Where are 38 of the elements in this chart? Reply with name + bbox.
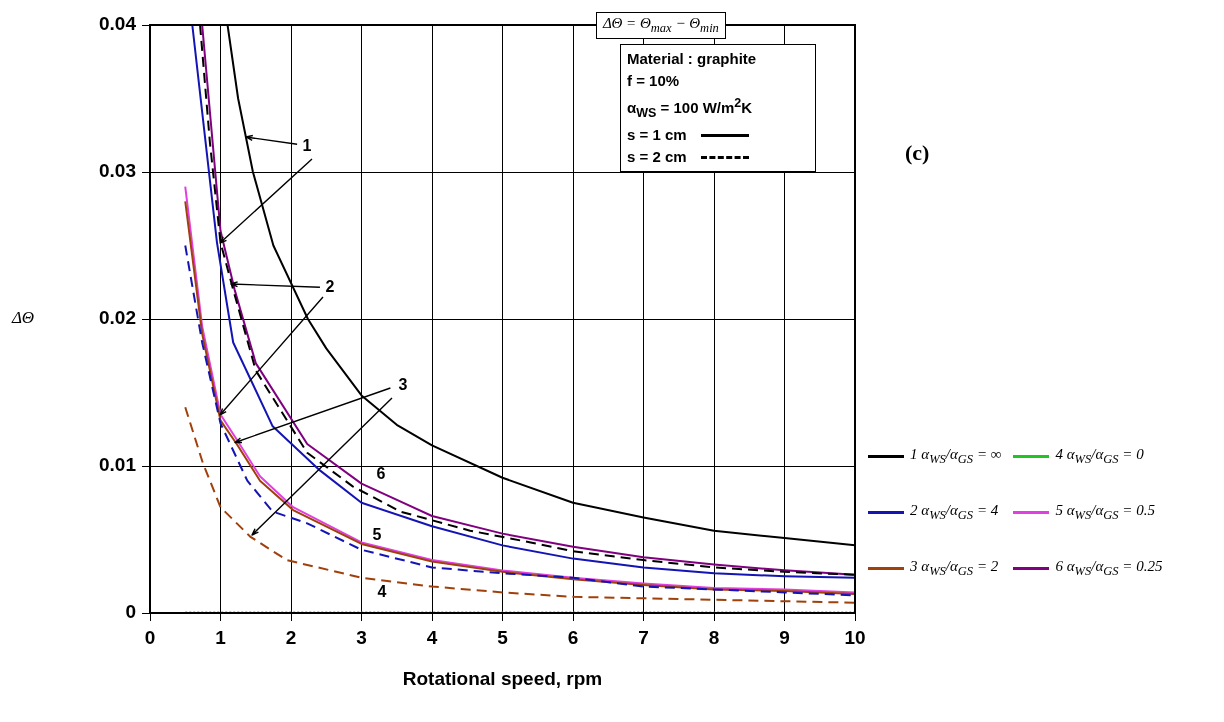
annotation: 5: [371, 525, 383, 545]
annotation: 6: [375, 464, 387, 484]
x-tick-label: 8: [708, 626, 720, 648]
x-tick-label: 9: [779, 626, 790, 648]
y-tick-label: 0.03: [99, 160, 136, 182]
annotation: α$_{WS}$ = 100 W/m$^{2}$K: [627, 95, 753, 122]
x-tick-label: 3: [356, 626, 367, 648]
legend-label: 2 α$_{WS}$/α$_{GS}$ = 4: [910, 501, 999, 523]
annotation: 1: [301, 136, 313, 156]
x-axis-title: Rotational speed, rpm: [402, 667, 603, 689]
x-tick-label: 4: [426, 626, 438, 648]
annotation: Material : graphite: [627, 49, 757, 69]
x-tick-label: 2: [285, 626, 297, 648]
annotation: f = 10%: [627, 71, 680, 91]
x-tick-label: 1: [215, 626, 227, 648]
y-tick-label: 0.01: [99, 454, 137, 476]
annotation: 2: [324, 277, 336, 297]
legend-label: 4 α$_{WS}$/α$_{GS}$ = 0: [1055, 445, 1144, 467]
legend-label: 1 α$_{WS}$/α$_{GS}$ = ∞: [910, 445, 1002, 467]
line-series: [184, 406, 855, 604]
y-tick-label: 0: [125, 601, 136, 623]
x-tick-label: 10: [844, 626, 866, 648]
y-tick-label: 0.02: [99, 307, 136, 329]
x-tick-label: 5: [497, 626, 509, 648]
annotation: 4: [376, 582, 388, 602]
y-tick-label: 0.04: [99, 13, 137, 35]
legend-label: 6 α$_{WS}$/α$_{GS}$ = 0.25: [1055, 557, 1163, 579]
y-axis-title: ΔΘ: [11, 308, 34, 328]
annotation: 3: [397, 375, 409, 395]
legend-label: 3 α$_{WS}$/α$_{GS}$ = 2: [910, 557, 999, 579]
annotation: s = 2 cm: [627, 147, 687, 167]
text: (c): [905, 140, 930, 166]
x-tick-label: 7: [638, 626, 649, 648]
x-tick-label: 0: [144, 626, 156, 648]
x-tick-label: 6: [567, 626, 579, 648]
annotation: s = 1 cm: [627, 125, 687, 145]
legend-label: 5 α$_{WS}$/α$_{GS}$ = 0.5: [1055, 501, 1155, 523]
formula-box: ΔΘ = Θ$_{max}$ − Θ$_{min}$: [596, 12, 726, 39]
